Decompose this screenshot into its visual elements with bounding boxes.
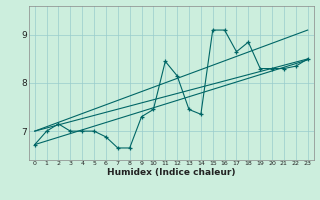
- X-axis label: Humidex (Indice chaleur): Humidex (Indice chaleur): [107, 168, 236, 177]
